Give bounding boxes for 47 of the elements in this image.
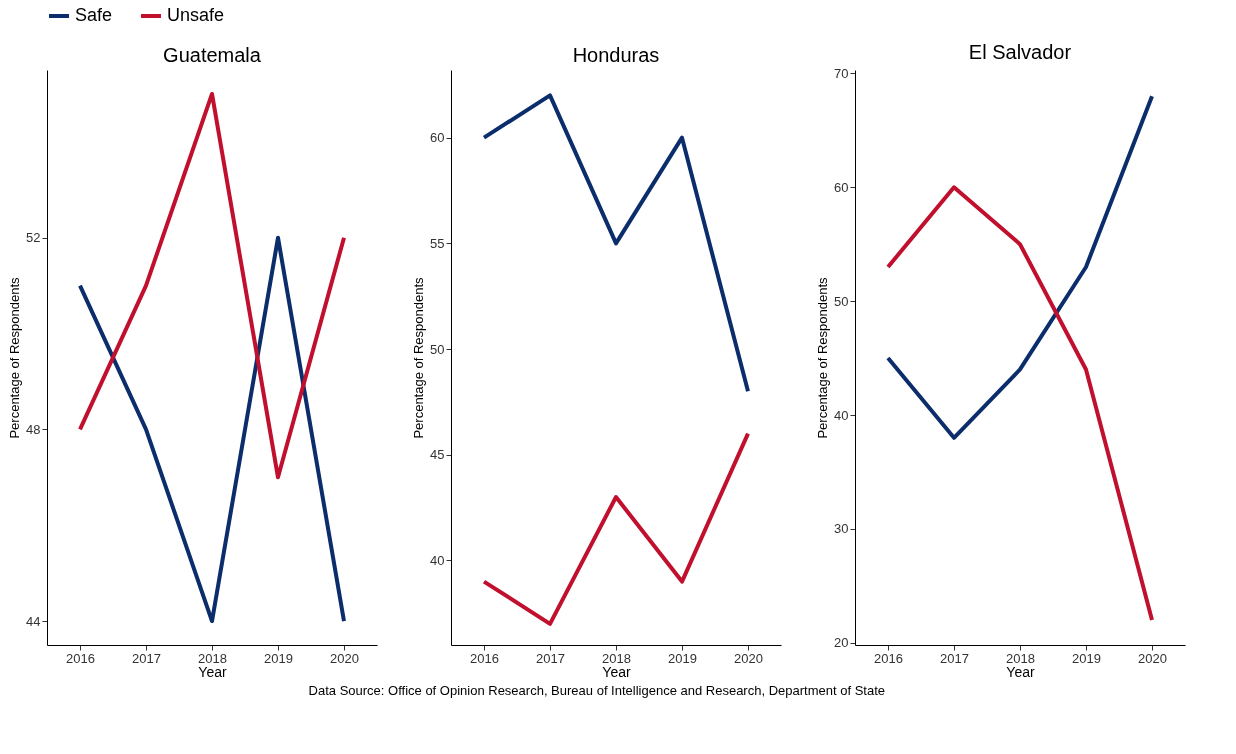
x-tick-label: 2017	[132, 650, 161, 666]
chart-title: Honduras	[572, 44, 660, 66]
y-tick-label: 40	[430, 552, 445, 568]
y-tick-label: 52	[26, 230, 41, 246]
line-series	[482, 93, 750, 394]
y-tick-label: 60	[834, 179, 849, 195]
x-axis-title: Year	[602, 663, 631, 680]
x-tick-label: 2016	[66, 650, 95, 666]
y-tick-label: 45	[430, 447, 445, 463]
x-tick-label: 2016	[470, 650, 499, 666]
line-series	[482, 431, 750, 626]
y-tick-label: 20	[834, 635, 849, 651]
x-tick-label: 2020	[734, 650, 763, 666]
x-tick-label: 2020	[330, 650, 359, 666]
x-tick-label: 2018	[1006, 650, 1035, 666]
x-tick-label: 2019	[1072, 650, 1101, 666]
x-axis-title: Year	[198, 663, 227, 680]
x-axis-title: Year	[1006, 663, 1035, 680]
legend-label: Safe	[75, 5, 113, 25]
y-axis-title: Percentage of Respondents	[411, 276, 427, 439]
line-series	[78, 91, 346, 480]
source-note: Data Source: Office of Opinion Research, Bureau of Intelligence and Research, Department of State	[308, 683, 885, 698]
x-tick-label: 2017	[536, 650, 565, 666]
y-tick-label: 50	[430, 341, 445, 357]
x-tick-label: 2018	[602, 650, 631, 666]
x-tick-label: 2020	[1138, 650, 1167, 666]
x-tick-label: 2018	[198, 650, 227, 666]
y-tick-label: 70	[834, 65, 849, 81]
y-tick-label: 30	[834, 521, 849, 537]
y-tick-label: 55	[430, 235, 445, 251]
y-axis-title: Percentage of Respondents	[815, 276, 831, 439]
x-tick-label: 2019	[668, 650, 697, 666]
chart-title: El Salvador	[968, 41, 1072, 64]
chart-title: Guatemala	[163, 44, 262, 66]
x-tick-label: 2019	[264, 650, 293, 666]
y-tick-label: 44	[26, 613, 41, 629]
line-series	[886, 94, 1154, 440]
line-series	[78, 235, 346, 624]
line-series	[886, 185, 1154, 622]
y-tick-label: 40	[834, 407, 849, 423]
x-tick-label: 2016	[874, 650, 903, 666]
legend-label: Unsafe	[167, 5, 225, 25]
y-tick-label: 60	[430, 130, 445, 146]
y-axis-title: Percentage of Respondents	[7, 276, 23, 439]
y-tick-label: 50	[834, 293, 849, 309]
x-tick-label: 2017	[940, 650, 969, 666]
y-tick-label: 48	[26, 421, 41, 437]
